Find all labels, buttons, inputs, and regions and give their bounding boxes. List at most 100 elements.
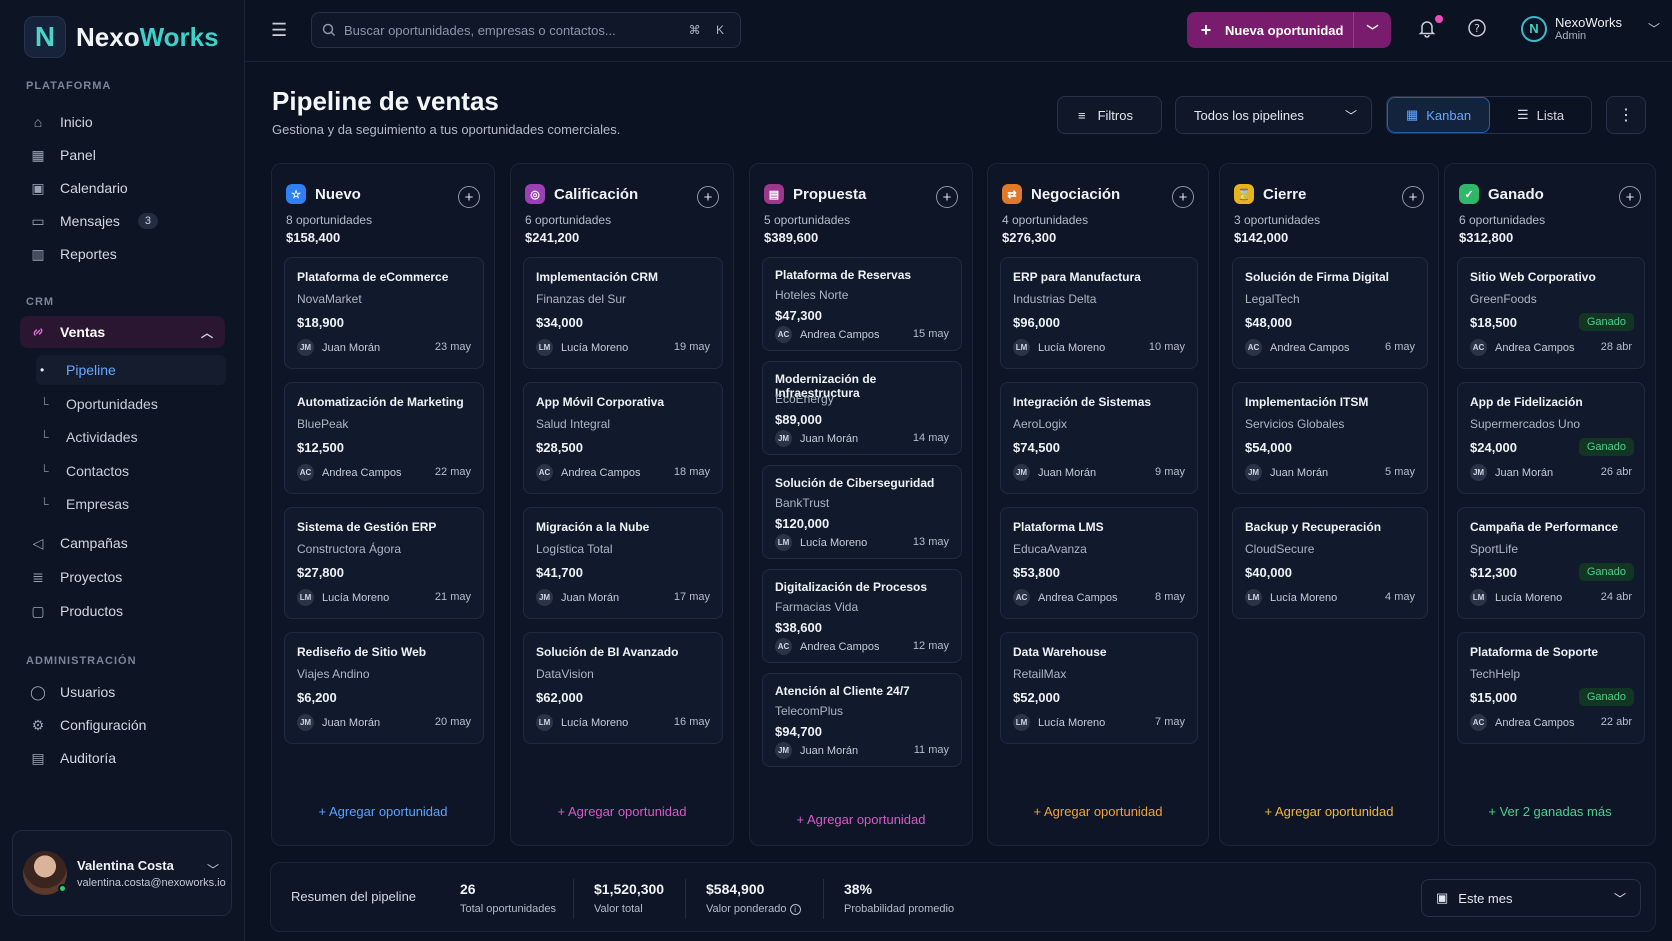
opportunity-card[interactable]: Campaña de Performance SportLife $12,300 LM…	[1457, 507, 1645, 619]
user-profile[interactable]: Valentina Costa valentina.costa@nexowork…	[12, 830, 232, 916]
card-owner: AC Andrea Campos	[1470, 714, 1575, 731]
sidebar-item-ventas[interactable]: Ventas ︿	[20, 316, 225, 348]
sidebar-item-mensajes[interactable]: ▭ Mensajes 3	[20, 205, 225, 237]
search-input[interactable]: Buscar oportunidades, empresas o contact…	[311, 12, 741, 48]
column-header: ✓ Ganado	[1459, 184, 1544, 204]
stat-label: Probabilidad promedio	[844, 903, 955, 915]
opportunity-card[interactable]: Implementación CRM Finanzas del Sur $34,00…	[523, 257, 723, 369]
add-card-icon[interactable]: +	[1172, 186, 1194, 208]
opportunity-card[interactable]: Sitio Web Corporativo GreenFoods $18,500 AC…	[1457, 257, 1645, 369]
card-company: Hoteles Norte	[775, 288, 849, 302]
info-icon[interactable]: i	[789, 904, 801, 915]
card-date: 7 may	[1155, 716, 1185, 728]
add-card-icon[interactable]: +	[697, 186, 719, 208]
sidebar-item-productos[interactable]: ▢ Productos	[20, 595, 225, 627]
opportunity-card[interactable]: Plataforma de Soporte TechHelp $15,000 AC An…	[1457, 632, 1645, 744]
column-header: ◎ Calificación	[525, 184, 638, 204]
card-company: TechHelp	[1470, 667, 1521, 681]
add-card-icon[interactable]: +	[936, 186, 958, 208]
menu-icon[interactable]: ☰	[271, 20, 288, 40]
opportunity-card[interactable]: Plataforma de Reservas Hoteles Norte $47,3…	[762, 257, 962, 351]
card-amount: $54,000	[1245, 440, 1292, 455]
add-card-icon[interactable]: +	[1619, 186, 1641, 208]
owner-name: Andrea Campos	[1495, 341, 1575, 354]
bell-icon[interactable]	[1417, 18, 1437, 43]
add-opportunity-button[interactable]: + Agregar oportunidad	[796, 812, 926, 827]
sidebar-item-proyectos[interactable]: ≣ Proyectos	[20, 561, 225, 593]
card-title: Modernización de Infraestructura	[775, 372, 877, 400]
opportunity-card[interactable]: Plataforma de eCommerce NovaMarket $18,900…	[284, 257, 484, 369]
opportunity-card[interactable]: Rediseño de Sitio Web Viajes Andino $6,200…	[284, 632, 484, 744]
opportunity-card[interactable]: Integración de Sistemas AeroLogix $74,500 J…	[1000, 382, 1198, 494]
sidebar-item-configuraci-n[interactable]: ⚙ Configuración	[20, 709, 225, 741]
sidebar-item-campa-as[interactable]: ◁ Campañas	[20, 527, 225, 559]
more-options-icon[interactable]: ⋮	[1606, 96, 1646, 134]
period-select[interactable]: ▣ Este mes ﹀	[1421, 879, 1641, 917]
see-more-won-button[interactable]: + Ver 2 ganadas más	[1488, 804, 1612, 819]
add-card-icon[interactable]: +	[1402, 186, 1424, 208]
add-opportunity-button[interactable]: + Agregar oportunidad	[318, 804, 448, 819]
divider	[573, 879, 574, 919]
card-amount: $24,000	[1470, 440, 1517, 455]
card-owner: JM Juan Morán	[297, 714, 380, 731]
chevron-up-icon[interactable]: ︿	[200, 325, 213, 340]
sidebar-subitem-oportunidades[interactable]: └ Oportunidades	[36, 389, 226, 419]
opportunity-card[interactable]: Data Warehouse RetailMax $52,000 LM Lucía Mo…	[1000, 632, 1198, 744]
status-badge: Ganado	[1578, 313, 1634, 331]
card-date: 28 abr	[1600, 341, 1632, 353]
column-title: Nuevo	[315, 185, 361, 203]
org-switcher[interactable]: N NexoWorks Admin ﹀	[1521, 15, 1660, 42]
opportunity-card[interactable]: Sistema de Gestión ERP Constructora Ágora…	[284, 507, 484, 619]
sidebar-item-calendario[interactable]: ▣ Calendario	[20, 172, 225, 204]
opportunity-card[interactable]: Solución de BI Avanzado DataVision $62,000…	[523, 632, 723, 744]
opportunity-card[interactable]: ERP para Manufactura Industrias Delta $96,…	[1000, 257, 1198, 369]
sidebar-item-label: Panel	[60, 147, 96, 163]
kanban-column-calificación: ◎ Calificación +6 oportunidades $241,200 Imp…	[510, 163, 734, 846]
opportunity-card[interactable]: Implementación ITSM Servicios Globales $54…	[1232, 382, 1428, 494]
user-email: valentina.costa@nexoworks.io	[77, 876, 226, 889]
opportunity-card[interactable]: Plataforma LMS EducaAvanza $53,800 AC Andrea…	[1000, 507, 1198, 619]
sidebar-item-label: Usuarios	[60, 684, 116, 700]
sidebar-subitem-pipeline[interactable]: • Pipeline	[36, 355, 226, 385]
sidebar-item-panel[interactable]: ▦ Panel	[20, 139, 225, 171]
status-badge: Ganado	[1578, 438, 1634, 456]
card-owner: JM Juan Morán	[536, 589, 619, 606]
sidebar-subitem-empresas[interactable]: └ Empresas	[36, 489, 226, 519]
chevron-down-icon[interactable]: ﹀	[1353, 12, 1391, 48]
sidebar-subitem-actividades[interactable]: └ Actividades	[36, 422, 226, 452]
branch-icon: └	[40, 497, 49, 511]
new-opportunity-button[interactable]: + Nueva oportunidad ﹀	[1187, 12, 1391, 48]
sidebar-item-inicio[interactable]: ⌂ Inicio	[20, 106, 225, 138]
card-company: BluePeak	[297, 417, 349, 431]
opportunity-card[interactable]: App de Fidelización Supermercados Uno $24,…	[1457, 382, 1645, 494]
opportunity-card[interactable]: Digitalización de Procesos Farmacias Vida…	[762, 569, 962, 663]
tab-list[interactable]: ☰ Lista	[1490, 97, 1591, 133]
sidebar-subitem-contactos[interactable]: └ Contactos	[36, 456, 226, 486]
opportunity-card[interactable]: Modernización de Infraestructura EcoEnerg…	[762, 361, 962, 455]
section-label-admin: ADMINISTRACIÓN	[26, 655, 137, 667]
add-card-icon[interactable]: +	[458, 186, 480, 208]
add-opportunity-button[interactable]: + Agregar oportunidad	[1264, 804, 1394, 819]
chevron-down-icon[interactable]: ﹀	[206, 863, 219, 877]
sidebar-item-auditor-a[interactable]: ▤ Auditoría	[20, 742, 225, 774]
opportunity-card[interactable]: Backup y Recuperación CloudSecure $40,000 L…	[1232, 507, 1428, 619]
card-date: 21 may	[434, 591, 471, 603]
sidebar-item-usuarios[interactable]: ◯ Usuarios	[20, 676, 225, 708]
card-owner: LM Lucía Moreno	[1013, 339, 1105, 356]
pipeline-select[interactable]: Todos los pipelines ﹀	[1175, 96, 1372, 134]
logo[interactable]: N NexoWorks	[24, 16, 219, 58]
add-opportunity-button[interactable]: + Agregar oportunidad	[1033, 804, 1163, 819]
help-icon[interactable]: ?	[1467, 18, 1487, 43]
tab-kanban[interactable]: ▦ Kanban	[1387, 97, 1490, 133]
opportunity-card[interactable]: App Móvil Corporativa Salud Integral $28,5…	[523, 382, 723, 494]
opportunity-card[interactable]: Solución de Ciberseguridad BankTrust $120,…	[762, 465, 962, 559]
sidebar-item-reportes[interactable]: ▥ Reportes	[20, 238, 225, 270]
owner-name: Andrea Campos	[800, 640, 880, 653]
filters-button[interactable]: ≡ Filtros	[1057, 96, 1162, 134]
add-opportunity-button[interactable]: + Agregar oportunidad	[557, 804, 687, 819]
opportunity-card[interactable]: Automatización de Marketing BluePeak $12,5…	[284, 382, 484, 494]
opportunity-card[interactable]: Migración a la Nube Logística Total $41,70…	[523, 507, 723, 619]
opportunity-card[interactable]: Atención al Cliente 24/7 TelecomPlus $94,7…	[762, 673, 962, 767]
card-title: Solución de Ciberseguridad	[775, 476, 935, 490]
opportunity-card[interactable]: Solución de Firma Digital LegalTech $48,00…	[1232, 257, 1428, 369]
